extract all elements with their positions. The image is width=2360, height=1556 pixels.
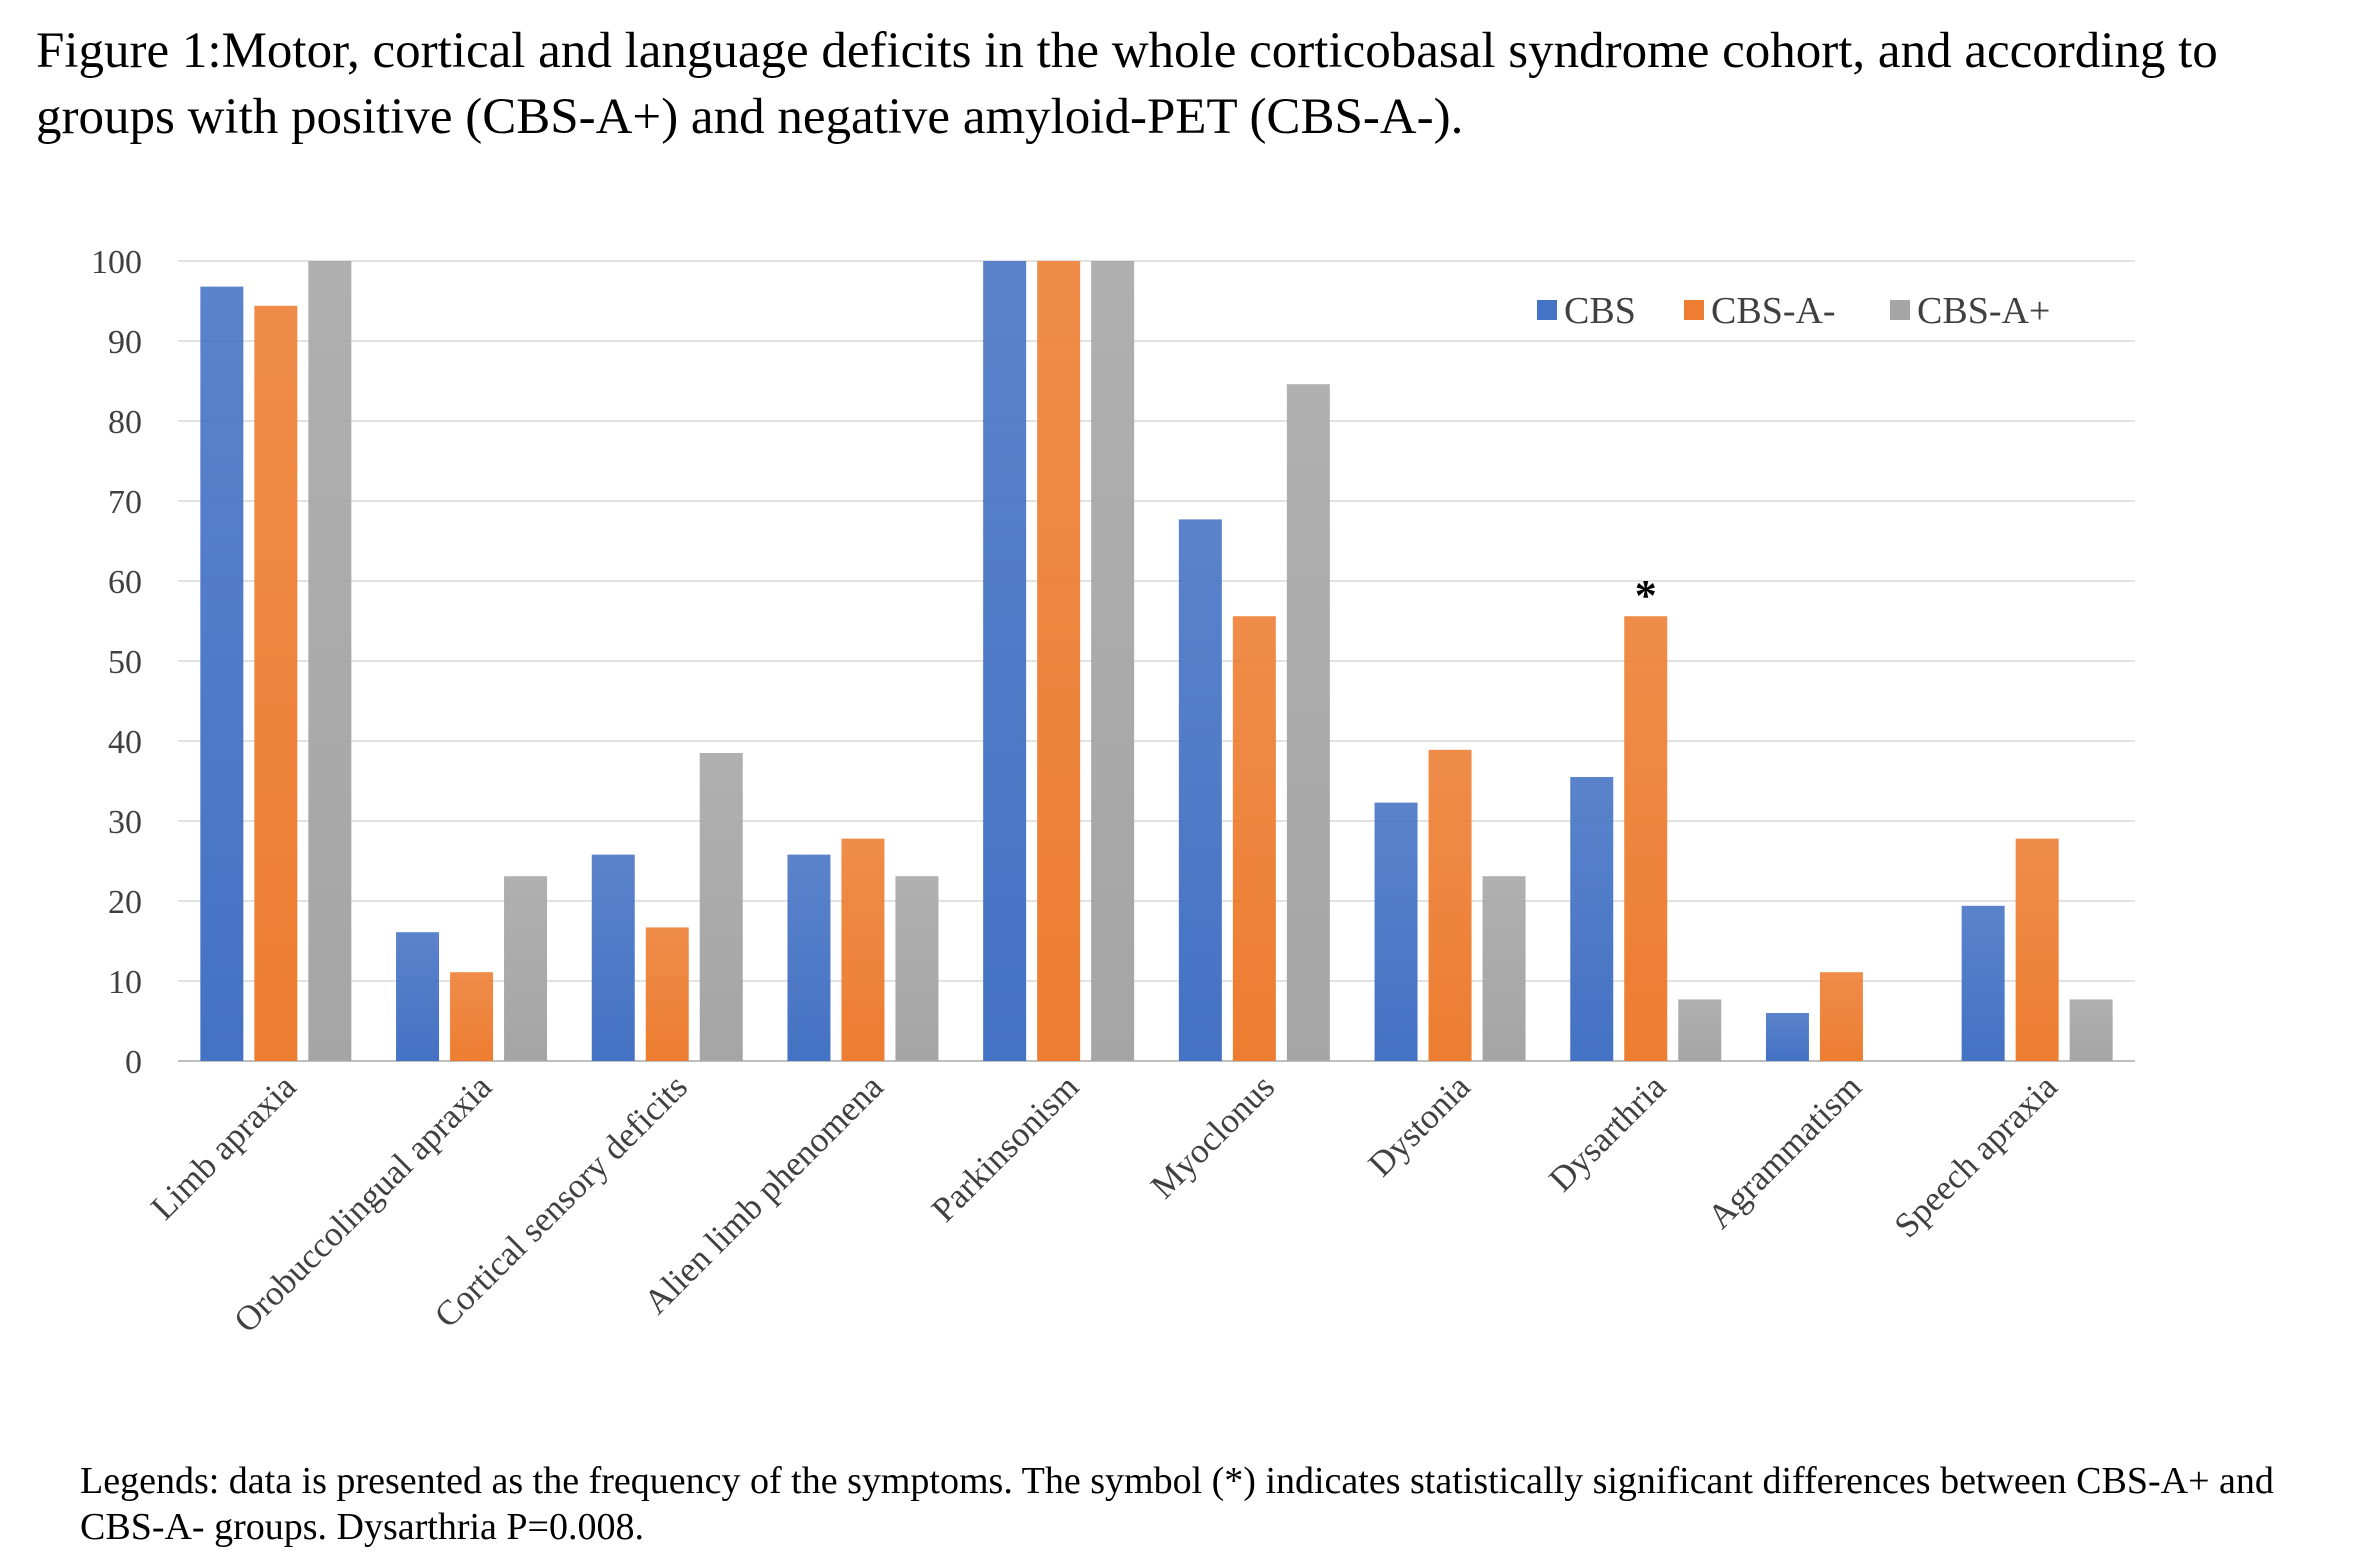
bar-chart: 0 10 20 30 40 50 60 70 80 90 100 Limb apraxiaOrobu… xyxy=(91,244,2135,1340)
y-tick-label: 20 xyxy=(108,884,142,921)
y-tick-label: 40 xyxy=(108,724,142,761)
legend-swatch xyxy=(1537,300,1557,320)
y-tick-label: 60 xyxy=(108,564,142,601)
bar-cbs-cortical-sensory-deficits xyxy=(591,854,635,1061)
y-tick-label: 100 xyxy=(91,244,142,281)
bar-cbs-parkinsonism xyxy=(983,261,1027,1061)
bar-cbs-dysarthria xyxy=(1570,777,1614,1061)
bar-cbs-a--parkinsonism xyxy=(1037,261,1081,1061)
bar-cbs-myoclonus xyxy=(1178,519,1222,1061)
legend-swatch xyxy=(1890,300,1910,320)
y-tick-label: 90 xyxy=(108,324,142,361)
legend-label: CBS xyxy=(1564,290,1636,332)
bar-cbs-a--orobuccolingual-apraxia xyxy=(504,876,548,1061)
bar-cbs-a--speech-apraxia xyxy=(2069,999,2113,1061)
bar-cbs-dystonia xyxy=(1374,802,1418,1061)
chart-legend: CBS CBS-A- CBS-A+ xyxy=(1537,290,2050,332)
bar-cbs-agrammatism xyxy=(1765,1013,1809,1061)
figure-caption: Figure 1:Motor, cortical and language de… xyxy=(36,23,2218,145)
bar-cbs-a--alien-limb-phenomena xyxy=(841,838,885,1061)
bar-cbs-speech-apraxia xyxy=(1961,905,2005,1061)
bar-cbs-a--agrammatism xyxy=(1819,972,1863,1061)
category-label: Speech apraxia xyxy=(1887,1067,2065,1245)
bar-cbs-orobuccolingual-apraxia xyxy=(396,932,440,1061)
y-tick-label: 0 xyxy=(125,1044,142,1081)
bar-cbs-alien-limb-phenomena xyxy=(787,854,831,1061)
bar-cbs-a--dystonia xyxy=(1428,749,1472,1061)
y-tick-label: 50 xyxy=(108,644,142,681)
y-tick-label: 10 xyxy=(108,964,142,1001)
legend-swatch xyxy=(1684,300,1704,320)
bar-cbs-a--limb-apraxia xyxy=(308,261,352,1061)
category-label: Limb apraxia xyxy=(143,1067,304,1228)
bar-cbs-a--dysarthria xyxy=(1624,616,1668,1061)
y-axis-tick-labels: 0 10 20 30 40 50 60 70 80 90 100 xyxy=(91,244,142,1081)
bar-cbs-a--cortical-sensory-deficits xyxy=(645,927,689,1061)
annotations: * xyxy=(1635,571,1657,620)
category-label: Agrammatism xyxy=(1700,1067,1869,1236)
bar-cbs-a--alien-limb-phenomena xyxy=(895,876,939,1061)
bar-cbs-a--cortical-sensory-deficits xyxy=(699,753,743,1061)
y-tick-label: 80 xyxy=(108,404,142,441)
significance-marker: * xyxy=(1635,571,1657,620)
gridlines xyxy=(178,260,2135,1062)
category-label: Myoclonus xyxy=(1143,1067,1282,1206)
legend-label: CBS-A+ xyxy=(1917,290,2050,332)
figure-legends-note: Legends: data is presented as the freque… xyxy=(80,1460,2274,1548)
bar-cbs-a--myoclonus xyxy=(1232,616,1276,1061)
y-tick-label: 70 xyxy=(108,484,142,521)
bar-cbs-a--dystonia xyxy=(1482,876,1526,1061)
category-label: Parkinsonism xyxy=(924,1067,1086,1229)
category-label: Dystonia xyxy=(1361,1067,1478,1184)
y-tick-label: 30 xyxy=(108,804,142,841)
bar-cbs-a--orobuccolingual-apraxia xyxy=(450,972,494,1061)
bar-cbs-a--limb-apraxia xyxy=(254,305,298,1061)
bar-cbs-a--speech-apraxia xyxy=(2015,838,2059,1061)
bar-cbs-a--myoclonus xyxy=(1286,384,1330,1061)
bar-cbs-a--dysarthria xyxy=(1678,999,1722,1061)
legend-label: CBS-A- xyxy=(1711,290,1836,332)
category-label: Dysarthria xyxy=(1541,1067,1673,1199)
bars xyxy=(200,261,2113,1062)
bar-cbs-limb-apraxia xyxy=(200,286,244,1062)
bar-cbs-a--parkinsonism xyxy=(1091,261,1135,1061)
